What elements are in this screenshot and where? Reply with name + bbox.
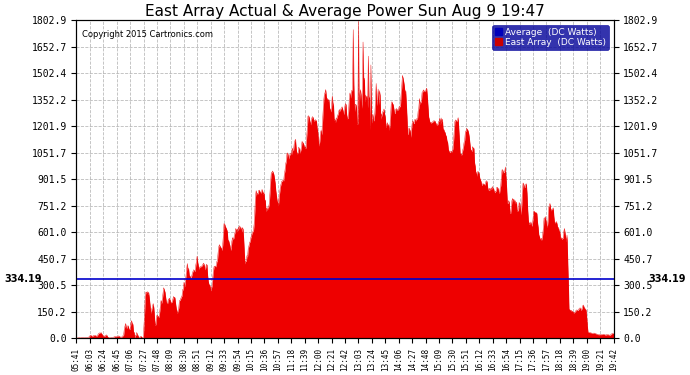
- Text: 334.19: 334.19: [649, 274, 686, 284]
- Title: East Array Actual & Average Power Sun Aug 9 19:47: East Array Actual & Average Power Sun Au…: [145, 4, 545, 19]
- Text: Copyright 2015 Cartronics.com: Copyright 2015 Cartronics.com: [82, 30, 213, 39]
- Text: 334.19: 334.19: [4, 274, 41, 284]
- Legend: Average  (DC Watts), East Array  (DC Watts): Average (DC Watts), East Array (DC Watts…: [492, 25, 609, 50]
